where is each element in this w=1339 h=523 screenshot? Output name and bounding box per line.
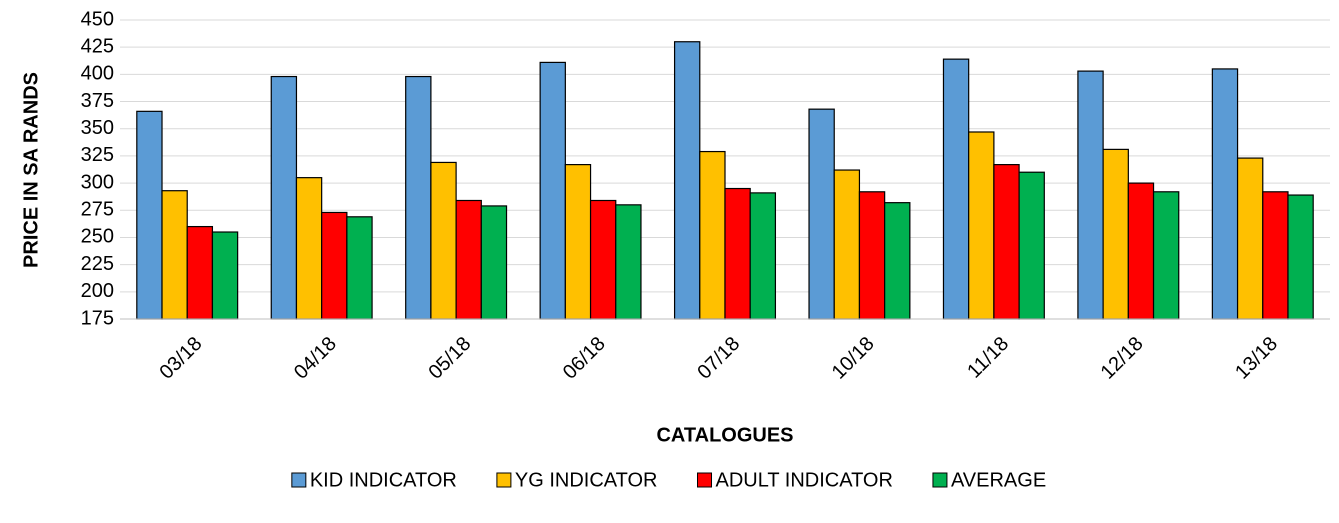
bar <box>1211 68 1239 320</box>
bar <box>858 191 886 320</box>
bar <box>615 204 642 320</box>
bar <box>1262 191 1289 320</box>
bar <box>749 192 777 320</box>
bar <box>699 150 726 320</box>
y-tick-label: 350 <box>81 117 114 139</box>
y-tick-label: 200 <box>81 280 114 302</box>
y-tick-label: 225 <box>81 253 114 275</box>
bar <box>833 169 861 320</box>
bar <box>539 61 566 320</box>
x-tick-label: 12/18 <box>1097 333 1148 384</box>
bar <box>211 231 239 320</box>
legend-swatch <box>496 472 512 488</box>
y-tick-label: 425 <box>81 35 114 57</box>
bar <box>1077 70 1104 320</box>
y-tick-label: 400 <box>81 63 114 85</box>
y-tick-label: 325 <box>81 144 114 166</box>
bar <box>884 202 911 320</box>
bar <box>1127 182 1155 320</box>
bar <box>1102 148 1129 320</box>
bar <box>942 58 970 320</box>
x-tick-label: 10/18 <box>828 333 879 384</box>
bar <box>993 164 1020 320</box>
bar <box>1018 171 1045 320</box>
legend-label: ADULT INDICATOR <box>716 469 893 491</box>
legend-swatch <box>697 472 713 488</box>
bar <box>480 205 508 320</box>
y-tick-label: 450 <box>81 8 114 30</box>
bar <box>405 75 432 320</box>
bar <box>968 131 995 320</box>
y-tick-label: 175 <box>81 307 114 329</box>
bar <box>430 161 457 320</box>
x-tick-label: 05/18 <box>424 333 475 384</box>
bar <box>808 108 835 320</box>
x-tick-label: 03/18 <box>156 333 207 384</box>
bar <box>1287 194 1314 320</box>
bar <box>136 110 163 320</box>
x-axis-title: CATALOGUES <box>656 424 793 446</box>
legend-label: YG INDICATOR <box>515 469 658 491</box>
bar <box>295 177 323 320</box>
legend-swatch <box>932 472 948 488</box>
y-tick-label: 375 <box>81 90 114 112</box>
y-tick-label: 275 <box>81 199 114 221</box>
legend-label: AVERAGE <box>951 469 1046 491</box>
x-tick-label: 13/18 <box>1231 333 1282 384</box>
x-tick-label: 04/18 <box>290 333 341 384</box>
bar <box>564 164 592 320</box>
bar <box>673 41 701 320</box>
bar <box>186 225 214 320</box>
y-tick-label: 250 <box>81 226 114 248</box>
x-tick-label: 06/18 <box>559 333 610 384</box>
legend-label: KID INDICATOR <box>310 469 457 491</box>
y-axis-title: PRICE IN SA RANDS <box>20 72 42 268</box>
bar <box>724 187 751 320</box>
bar <box>455 199 482 320</box>
bar <box>270 75 298 320</box>
bar <box>346 216 373 320</box>
bar <box>161 190 188 320</box>
y-tick-label: 300 <box>81 171 114 193</box>
x-tick-label: 11/18 <box>963 333 1013 383</box>
bar <box>321 211 348 320</box>
bar <box>1152 191 1180 320</box>
legend-swatch <box>291 472 307 488</box>
x-tick-label: 07/18 <box>693 333 744 384</box>
bar <box>1236 157 1264 320</box>
bar <box>589 199 617 320</box>
